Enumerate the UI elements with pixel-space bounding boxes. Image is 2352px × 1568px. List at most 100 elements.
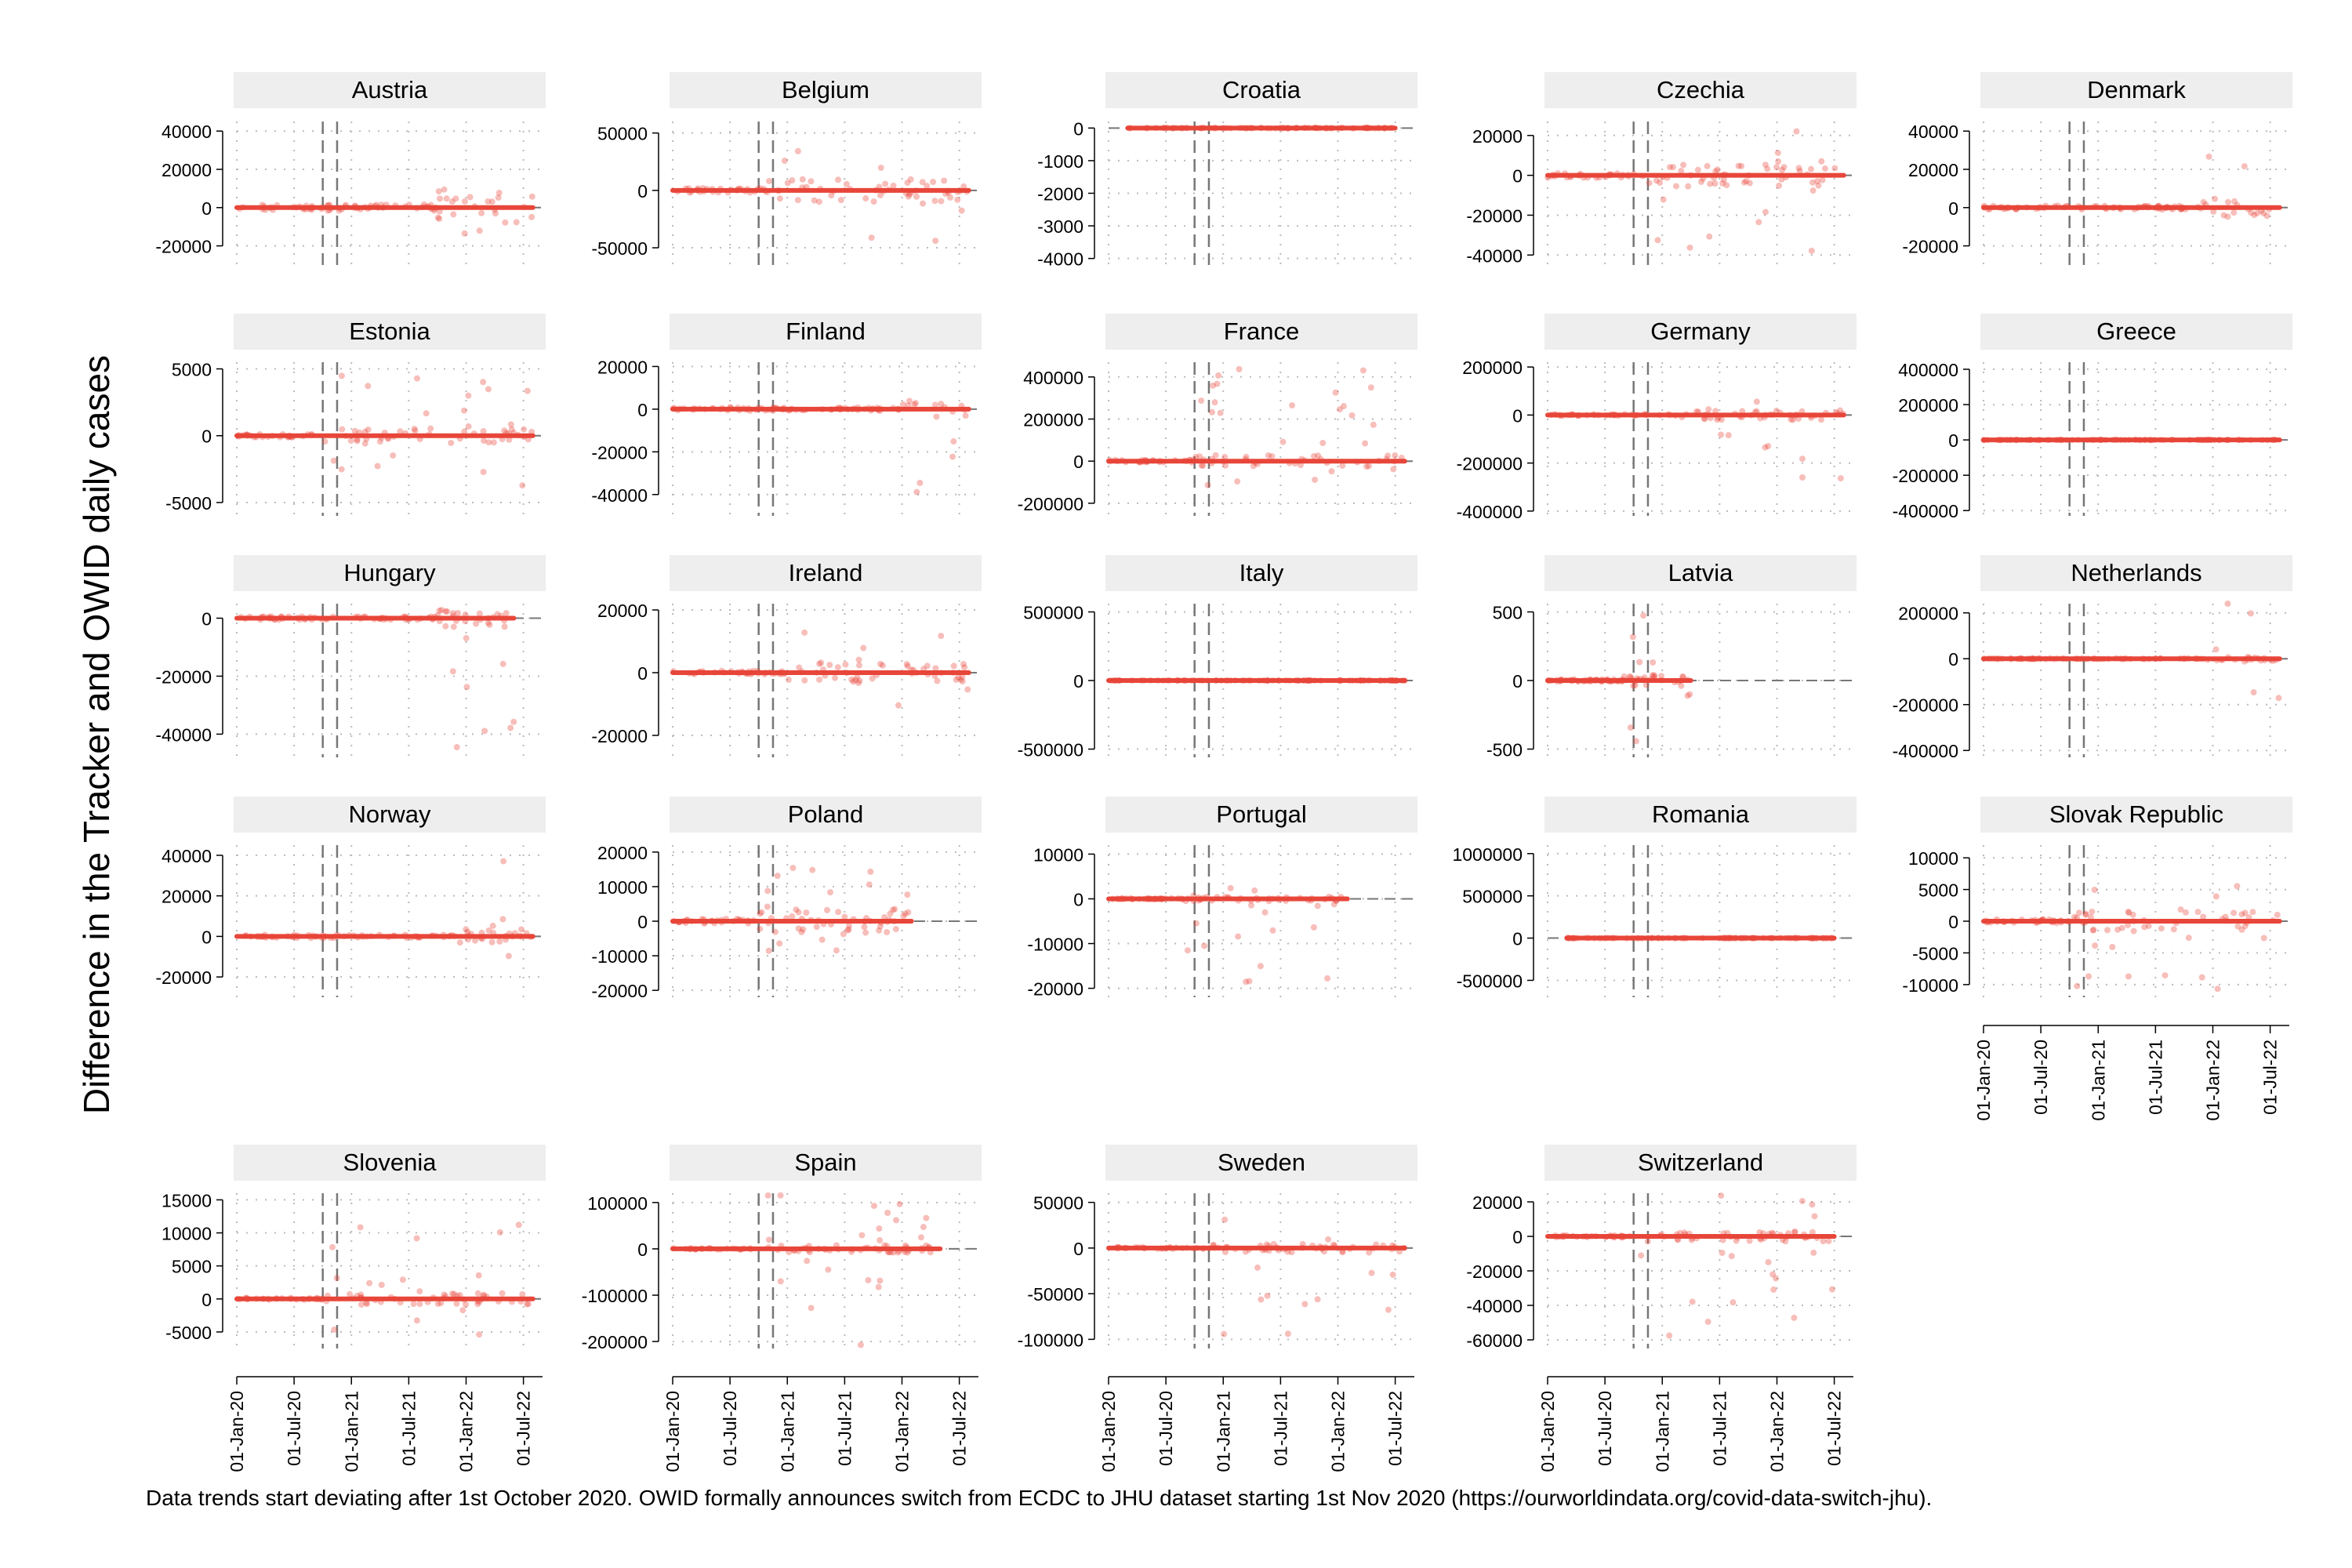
y-tick-label: -200000 xyxy=(1893,466,1958,486)
data-point xyxy=(1190,892,1197,899)
panel-title-strip xyxy=(670,1145,982,1181)
data-point xyxy=(1182,898,1189,905)
data-point xyxy=(1805,1233,1812,1240)
data-point xyxy=(331,1326,338,1333)
data-point xyxy=(2251,212,2258,219)
data-point xyxy=(1143,459,1150,466)
data-point xyxy=(934,677,941,684)
data-point xyxy=(1777,935,1784,942)
data-point xyxy=(494,611,501,618)
data-point xyxy=(818,659,825,666)
data-point xyxy=(1236,365,1243,372)
data-point xyxy=(1212,125,1219,132)
data-point xyxy=(777,1278,784,1285)
data-point xyxy=(2013,437,2020,444)
data-point xyxy=(1371,125,1378,132)
data-point xyxy=(1700,175,1707,182)
data-point xyxy=(848,1248,855,1255)
data-point xyxy=(1810,935,1817,942)
data-point xyxy=(1745,172,1752,179)
data-point xyxy=(2063,202,2070,209)
data-point xyxy=(1614,677,1621,684)
data-point xyxy=(415,934,422,941)
data-point xyxy=(699,916,706,923)
data-point xyxy=(1985,655,1992,662)
data-point xyxy=(739,668,746,675)
data-point xyxy=(2089,908,2096,915)
data-point xyxy=(306,1296,313,1303)
data-point xyxy=(1221,894,1229,901)
data-point xyxy=(1644,1238,1651,1245)
data-point xyxy=(2238,911,2245,918)
data-point xyxy=(804,1244,811,1251)
data-point xyxy=(2007,436,2014,443)
data-point xyxy=(1254,1264,1261,1271)
panel-title-strip xyxy=(234,314,546,350)
data-point xyxy=(1817,416,1824,423)
data-point xyxy=(803,183,810,191)
data-point xyxy=(2132,436,2140,443)
data-point xyxy=(343,433,350,440)
data-point xyxy=(336,207,343,214)
data-point xyxy=(1765,443,1772,450)
data-point xyxy=(429,932,436,939)
data-point xyxy=(463,684,470,691)
data-point xyxy=(1192,453,1200,460)
data-point xyxy=(851,405,858,412)
data-point xyxy=(789,865,797,872)
data-point xyxy=(2053,437,2060,444)
data-point xyxy=(1313,125,1320,132)
data-point xyxy=(890,906,896,913)
data-point xyxy=(1557,677,1564,684)
data-point xyxy=(1565,935,1572,942)
data-point xyxy=(1777,1232,1784,1239)
data-point xyxy=(1646,676,1653,683)
data-point xyxy=(2219,916,2226,923)
data-point xyxy=(1183,458,1190,465)
data-point xyxy=(1215,372,1222,379)
y-tick-label: 5000 xyxy=(172,1257,212,1277)
data-point xyxy=(1264,1292,1271,1299)
data-point xyxy=(378,1281,385,1288)
data-point xyxy=(287,433,294,440)
x-tick-label: 01-Jan-22 xyxy=(1328,1391,1348,1472)
data-point xyxy=(826,1247,833,1254)
data-point xyxy=(403,614,410,621)
data-point xyxy=(477,616,484,623)
data-point xyxy=(1122,459,1129,466)
data-point xyxy=(340,933,347,940)
data-point xyxy=(1315,452,1322,459)
data-point xyxy=(2087,914,2094,921)
data-point xyxy=(877,407,884,414)
data-point xyxy=(1200,1245,1207,1252)
y-tick-label: 0 xyxy=(1073,889,1083,909)
data-point xyxy=(1653,177,1660,184)
data-point xyxy=(260,933,267,940)
data-point xyxy=(1280,1246,1287,1253)
data-point xyxy=(333,1275,340,1282)
data-point xyxy=(1678,682,1685,689)
data-point xyxy=(461,198,468,205)
data-point xyxy=(244,1295,251,1302)
data-point xyxy=(828,406,835,413)
data-point xyxy=(1545,677,1552,684)
data-point xyxy=(1152,895,1159,902)
data-point xyxy=(757,910,764,917)
data-point xyxy=(505,430,512,437)
data-point xyxy=(1775,158,1782,165)
data-point xyxy=(1769,411,1777,418)
data-point xyxy=(465,936,472,943)
data-point xyxy=(304,431,311,438)
data-point xyxy=(1285,125,1292,132)
data-point xyxy=(1135,459,1142,466)
data-point xyxy=(234,1295,241,1302)
data-point xyxy=(785,677,792,684)
data-point xyxy=(2125,908,2132,915)
data-point xyxy=(1557,677,1564,684)
data-point xyxy=(2090,655,2097,662)
data-point xyxy=(1210,1241,1218,1248)
data-point xyxy=(1365,463,1372,470)
data-point xyxy=(2095,437,2102,444)
data-point xyxy=(1193,1244,1200,1251)
data-point xyxy=(2013,206,2020,213)
